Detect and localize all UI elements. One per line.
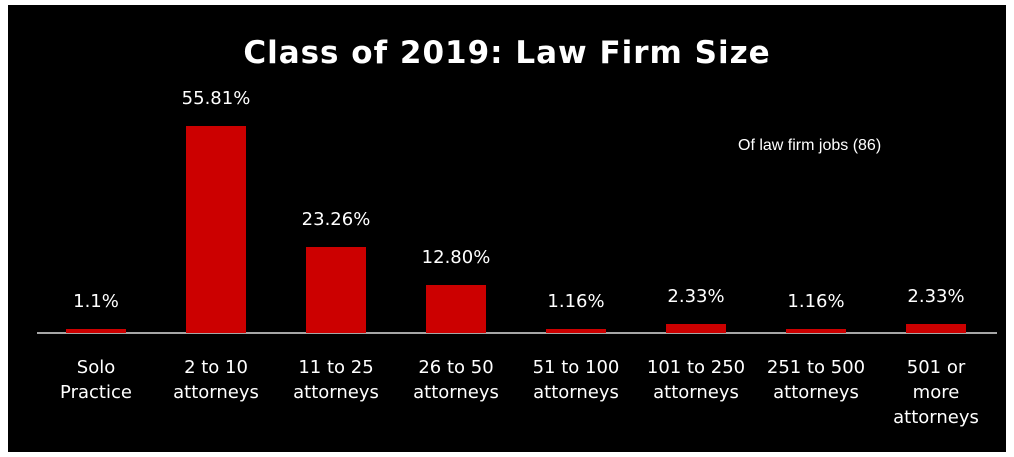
bar — [426, 285, 486, 333]
bar — [66, 328, 126, 333]
x-tick-label: 51 to 100 attorneys — [532, 357, 620, 403]
chart-title: Class of 2019: Law Firm Size — [243, 35, 771, 71]
bar — [786, 328, 846, 333]
annotation: Of law firm jobs (86) — [738, 137, 882, 154]
x-axis-line — [37, 332, 997, 334]
x-tick-label: Solo Practice — [60, 357, 132, 403]
value-label: 55.81% — [181, 87, 251, 109]
value-label: 12.80% — [421, 247, 491, 269]
x-tick-label: 2 to 10 attorneys — [173, 357, 259, 403]
bar — [186, 125, 246, 333]
bar — [546, 328, 606, 333]
bar — [306, 246, 366, 333]
value-label: 1.1% — [73, 290, 119, 312]
x-tick-label: 101 to 250 attorneys — [646, 357, 746, 403]
x-tick-label: 26 to 50 attorneys — [413, 357, 499, 403]
bar — [906, 324, 966, 333]
x-tick-label: 501 or more attorneys — [893, 357, 979, 428]
value-label: 1.16% — [787, 290, 845, 312]
value-label: 1.16% — [547, 290, 605, 312]
value-label: 2.33% — [667, 286, 725, 308]
x-tick-label: 11 to 25 attorneys — [293, 357, 379, 403]
value-label: 2.33% — [907, 286, 965, 308]
value-label: 23.26% — [301, 208, 371, 230]
x-tick-label: 251 to 500 attorneys — [766, 357, 866, 403]
bar — [666, 324, 726, 333]
chart: Class of 2019: Law Firm Size Of law firm… — [8, 5, 1006, 452]
